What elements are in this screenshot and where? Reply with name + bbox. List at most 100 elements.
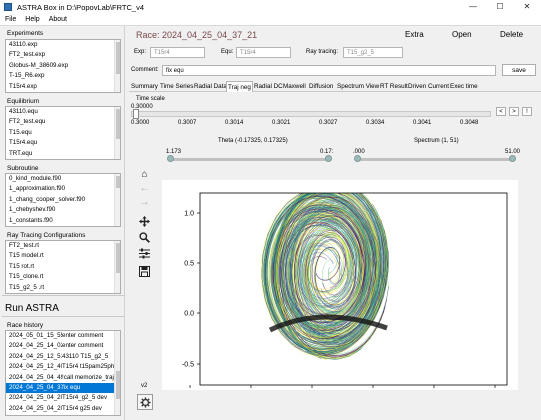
history-row[interactable]: 2024_05_01_15_55 enter comment (6, 331, 120, 341)
version-label: v2 (141, 383, 148, 389)
subroutine-list[interactable]: 0_kind_module.f90 1_approximation.f90 1_… (5, 173, 121, 227)
experiments-list[interactable]: 43110.exp FT2_test.exp Globus-M_38609.ex… (5, 39, 121, 93)
menu-file[interactable]: File (5, 16, 17, 23)
scrollbar[interactable] (114, 107, 120, 159)
history-time: 2024_04_25_14_02 (9, 342, 62, 350)
comment-input[interactable]: fix equ (162, 65, 496, 76)
history-row[interactable]: 2024_04_25_12_40 T15r4 t15pam25pht (6, 362, 120, 372)
history-row[interactable]: 2024_04_25_04_20 T15r4_g2_5 dev (6, 393, 120, 403)
tab-radial-data[interactable]: Radial Data (194, 83, 227, 90)
time-scale-handle[interactable] (133, 109, 139, 119)
history-note: 43110 T15_g2_5 (62, 352, 109, 360)
tab-exec-time[interactable]: Exec time (450, 83, 478, 90)
tab-diffusion[interactable]: Diffusion (309, 83, 334, 90)
scrollbar[interactable] (114, 241, 120, 293)
history-time: 2024_04_25_12_40 (9, 363, 62, 371)
time-prev-button[interactable]: < (496, 107, 506, 116)
race-history-label: Race history (7, 322, 44, 329)
list-item[interactable]: 1_chebyshev.f90 (9, 206, 56, 214)
list-item[interactable]: FT2_test.exp (9, 51, 46, 59)
list-item[interactable]: TRT.equ (9, 149, 33, 157)
tab-traj-neg[interactable]: Traj neg (226, 81, 253, 92)
maximize-button[interactable]: ☐ (496, 2, 504, 11)
time-scale-tick: 0.3014 (225, 120, 244, 126)
divider (2, 316, 124, 317)
home-icon[interactable]: ⌂ (141, 169, 148, 180)
time-next-button[interactable]: > (509, 107, 519, 116)
configure-icon[interactable] (138, 247, 151, 260)
history-row[interactable]: 2024_04_25_04_37 fix equ (6, 382, 120, 394)
menu-about[interactable]: About (48, 16, 67, 23)
forward-arrow-icon[interactable]: → (139, 197, 150, 208)
list-item[interactable]: 0_kind_module.f90 (9, 175, 62, 182)
list-item[interactable]: 1_constants.f90 (9, 216, 53, 224)
minimize-button[interactable]: — (469, 2, 477, 11)
scrollbar[interactable] (114, 174, 120, 226)
list-item[interactable]: T15 rot.rt (9, 262, 35, 270)
race-history-list[interactable]: 2024_05_01_15_55 enter comment 2024_04_25_… (5, 330, 121, 416)
theta-max-handle[interactable] (325, 155, 332, 162)
time-scale-slider[interactable] (131, 109, 491, 119)
history-row[interactable]: 2024_04_25_14_02 enter comment (6, 341, 120, 351)
list-item[interactable]: FT2_test.rt (9, 242, 39, 249)
extra-button[interactable]: Extra (405, 30, 424, 39)
pan-icon[interactable] (138, 215, 151, 228)
list-item[interactable]: 1_chang_cooper_solver.f90 (9, 195, 86, 203)
time-scale-tick: 0.3041 (413, 120, 432, 126)
trajectory-line (263, 193, 387, 354)
list-item[interactable]: T15.equ (9, 128, 32, 136)
tab-summary[interactable]: Summary (131, 83, 158, 90)
back-arrow-icon[interactable]: ← (139, 183, 150, 194)
list-item[interactable]: T15_clone.rt (9, 273, 44, 281)
delete-button[interactable]: Delete (500, 30, 524, 39)
list-item[interactable]: FT2_test.equ (9, 118, 46, 126)
tab-time-series[interactable]: Time Series (160, 83, 194, 90)
list-item[interactable]: T15 model.rt (9, 252, 44, 260)
history-time: 2024_04_25_04_37 (9, 383, 62, 391)
run-astra-button[interactable]: Run ASTRA (5, 303, 59, 314)
spectrum-label: Spectrum (1, 51) (414, 138, 459, 144)
scrollbar[interactable] (114, 40, 120, 92)
history-row[interactable]: 2024_04_25_04_20 T15r4 g25 dev (6, 404, 120, 414)
history-row[interactable]: 2024_04_25_12_51 43110 T15_g2_5 (6, 352, 120, 362)
experiments-label: Experiments (7, 30, 44, 37)
splitter[interactable] (124, 26, 125, 420)
zoom-icon[interactable] (138, 231, 151, 244)
settings-gear-icon[interactable] (137, 394, 153, 410)
spectrum-slider[interactable] (357, 158, 512, 161)
theta-min-handle[interactable] (167, 155, 174, 162)
spectrum-min-handle[interactable] (354, 155, 361, 162)
list-item[interactable]: T15r4.equ (9, 139, 38, 147)
time-scale-tick: 0.3021 (272, 120, 291, 126)
list-item[interactable]: 43110.equ (9, 108, 38, 115)
list-item[interactable]: 43110.exp (9, 41, 38, 48)
list-item[interactable]: Globus-M_38609.exp (9, 61, 69, 69)
tab-radial-dc[interactable]: Radial DC (254, 83, 283, 90)
tab-maxwell[interactable]: Maxwell (283, 83, 306, 90)
list-item[interactable]: T-15_R6.exp (9, 72, 45, 80)
list-item[interactable]: T15r4.exp (9, 82, 37, 90)
time-scale-tick: 0.3000 (131, 120, 150, 126)
raytracing-list[interactable]: FT2_test.rt T15 model.rt T15 rot.rt T15_… (5, 240, 121, 294)
list-item[interactable]: 1_approximation.f90 (9, 185, 66, 193)
spectrum-max-handle[interactable] (509, 155, 516, 162)
tab-driven-current[interactable]: Driven Current (408, 83, 449, 90)
save-figure-icon[interactable] (138, 265, 151, 278)
close-button[interactable]: ✕ (523, 2, 531, 11)
scrollbar[interactable] (114, 331, 120, 415)
open-button[interactable]: Open (452, 30, 472, 39)
time-refresh-button[interactable]: ! (522, 107, 532, 116)
tab-rt-result[interactable]: RT Result (380, 83, 408, 90)
list-item[interactable]: T15_g2_5 .rt (9, 283, 45, 291)
tab-spectrum-view[interactable]: Spectrum View (337, 83, 380, 90)
trajectory-plot[interactable]: 1.0 0.5 0.0 -0.5 (162, 180, 518, 390)
menu-help[interactable]: Help (25, 16, 40, 23)
spectrum-min-label: .000 (353, 149, 365, 155)
y-tick-label: 0.0 (184, 311, 194, 318)
theta-slider[interactable] (170, 158, 328, 161)
save-button[interactable]: save (502, 64, 536, 76)
equilibrium-list[interactable]: 43110.equ FT2_test.equ T15.equ T15r4.equ… (5, 106, 121, 160)
time-scale-label: Time scale (136, 96, 165, 102)
history-row[interactable]: 2024_04_25_04_49 !call memorize_traj (6, 373, 120, 383)
history-time: 2024_04_25_04_20 (9, 394, 62, 402)
